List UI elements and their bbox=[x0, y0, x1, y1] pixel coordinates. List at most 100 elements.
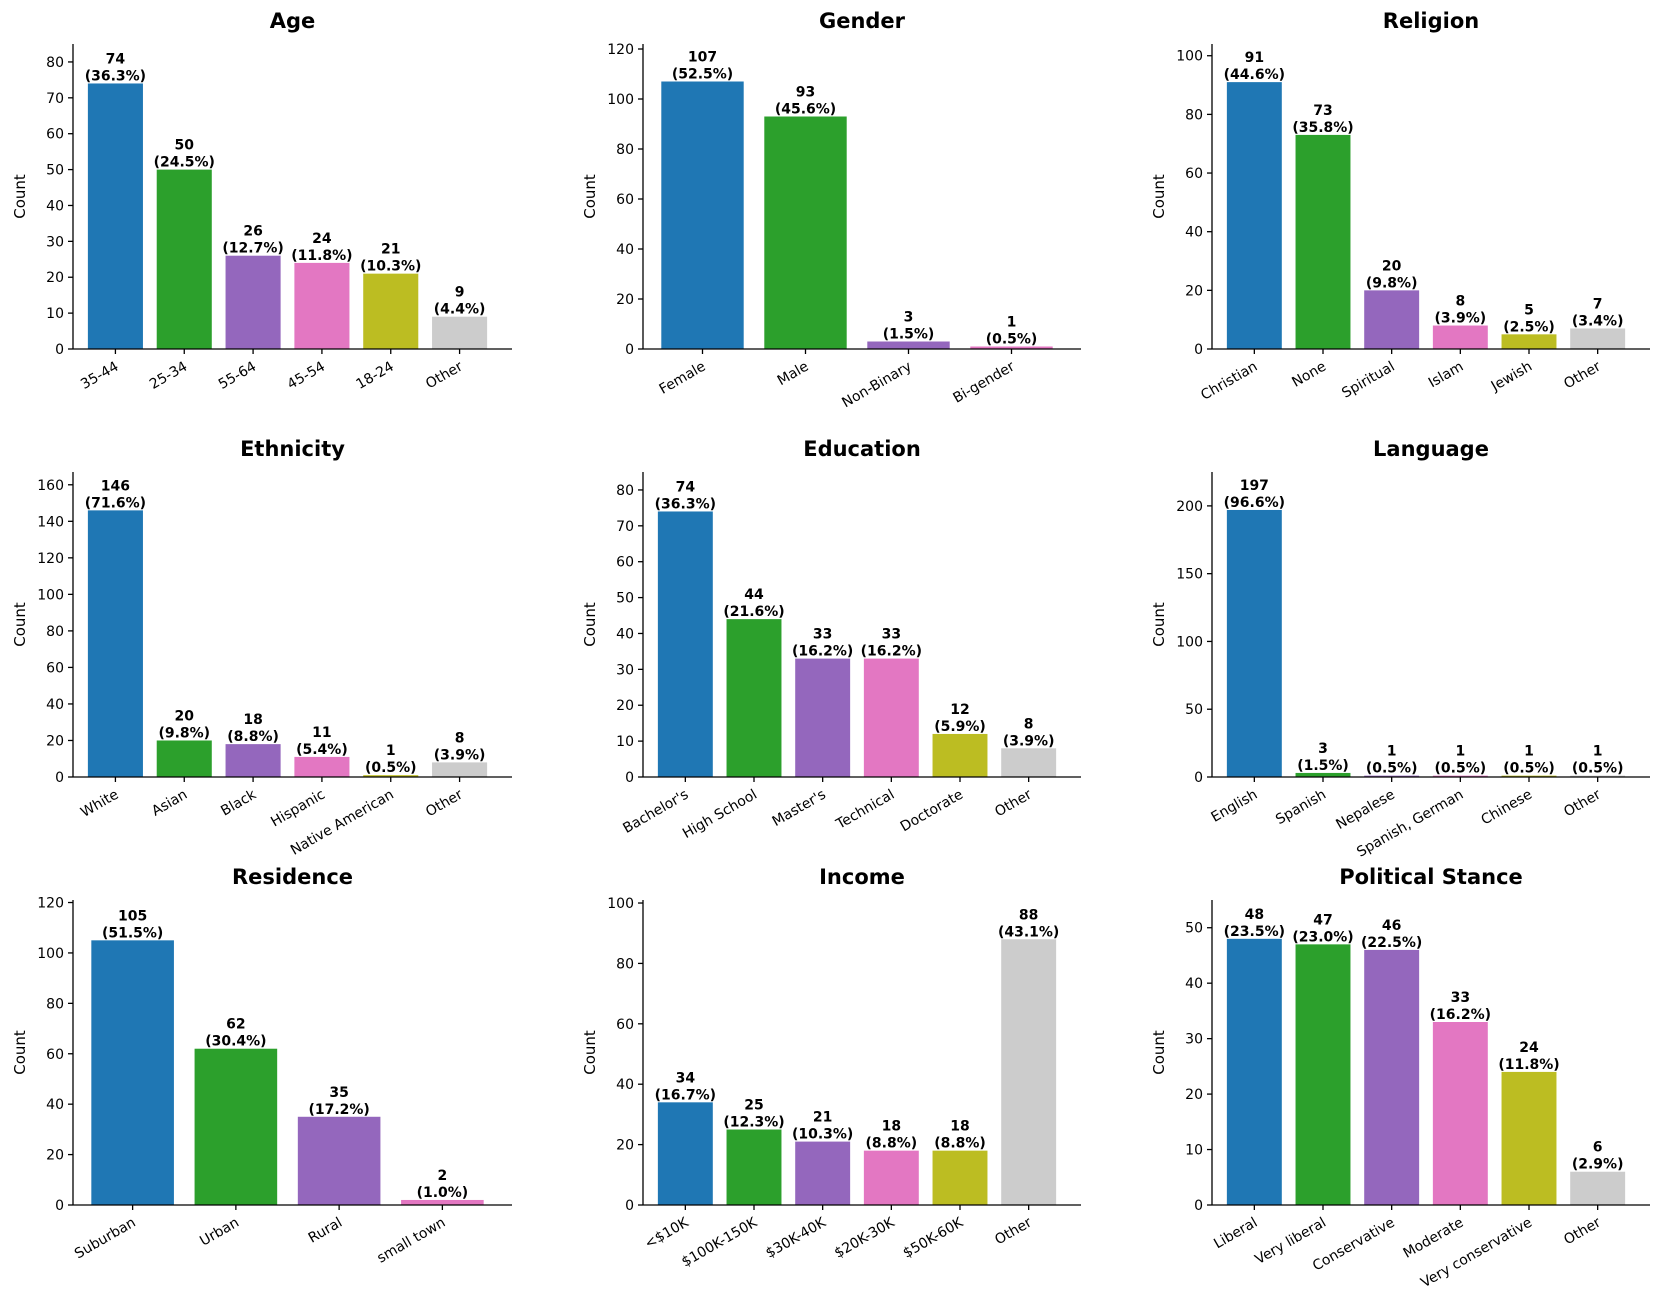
bar-other bbox=[1570, 328, 1626, 349]
x-tick-label: Male bbox=[775, 359, 812, 389]
data-label-count: 35 bbox=[329, 1085, 348, 1101]
data-label-count: 105 bbox=[118, 908, 147, 924]
bar-other bbox=[432, 762, 488, 777]
data-label-count: 1 bbox=[386, 743, 396, 759]
chart-title: Residence bbox=[232, 865, 353, 889]
bar-bi-gender bbox=[970, 346, 1053, 349]
data-label-count: 107 bbox=[688, 50, 717, 66]
x-tick-label: Female bbox=[657, 359, 709, 398]
y-tick-label: 80 bbox=[616, 956, 634, 972]
x-tick-label: High School bbox=[680, 787, 760, 842]
y-tick-label: 40 bbox=[46, 697, 64, 713]
y-tick-label: 20 bbox=[46, 270, 64, 286]
bar-urban bbox=[194, 1048, 278, 1205]
y-axis-label: Count bbox=[1150, 1030, 1168, 1075]
bar-rural bbox=[297, 1116, 381, 1205]
data-label-percent: (8.8%) bbox=[227, 729, 279, 745]
y-tick-label: 80 bbox=[1185, 107, 1203, 123]
chart-income: Income Count 34(16.7%) <$10K 25(12.3%) $100K-… bbox=[581, 865, 1081, 1271]
y-axis-label: Count bbox=[1150, 174, 1168, 219]
data-label-count: 1 bbox=[1455, 744, 1465, 760]
bar-jewish bbox=[1501, 334, 1557, 349]
bar-liberal bbox=[1226, 938, 1282, 1205]
y-tick-label: 120 bbox=[37, 551, 64, 567]
bar-technical bbox=[863, 658, 919, 777]
y-tick-label: 80 bbox=[46, 55, 64, 71]
data-label-count: 12 bbox=[950, 702, 969, 718]
data-label-percent: (1.5%) bbox=[1297, 758, 1349, 774]
data-label-count: 18 bbox=[950, 1119, 969, 1135]
data-label-count: 6 bbox=[1593, 1140, 1603, 1156]
chart-age: AgeCount74(36.3%)35-4450(24.5%)25-3426(1… bbox=[11, 9, 512, 393]
data-label-percent: (0.5%) bbox=[1366, 761, 1418, 777]
data-label-count: 7 bbox=[1593, 296, 1603, 312]
data-label-count: 74 bbox=[676, 479, 696, 495]
y-tick-label: 80 bbox=[616, 142, 634, 158]
data-label-percent: (9.8%) bbox=[1366, 275, 1418, 291]
chart-language: Language Count 197(96.6%) English 3(1.5%) Spa… bbox=[1150, 437, 1650, 861]
data-label-count: 33 bbox=[813, 627, 832, 643]
y-axis-label: Count bbox=[581, 174, 599, 219]
x-tick-label: Chinese bbox=[1479, 787, 1535, 829]
bar-spanish-german bbox=[1432, 775, 1488, 777]
y-tick-label: 0 bbox=[1194, 770, 1203, 786]
y-tick-label: 40 bbox=[616, 242, 634, 258]
x-tick-label: 55-64 bbox=[216, 359, 259, 393]
data-label-percent: (11.8%) bbox=[291, 248, 352, 264]
data-label-count: 8 bbox=[1024, 716, 1034, 732]
data-label-percent: (16.2%) bbox=[792, 644, 853, 660]
y-tick-label: 20 bbox=[1185, 283, 1203, 299]
x-tick-label: Suburban bbox=[72, 1215, 139, 1263]
data-label-percent: (35.8%) bbox=[1292, 120, 1353, 136]
data-label-count: 74 bbox=[106, 51, 126, 67]
data-label-percent: (0.5%) bbox=[986, 332, 1038, 348]
data-label-count: 88 bbox=[1019, 907, 1038, 923]
chart-education: EducationCount74(36.3%)Bachelor's44(21.6… bbox=[581, 437, 1081, 842]
data-label-count: 1 bbox=[1007, 315, 1017, 331]
data-label-percent: (24.5%) bbox=[154, 155, 215, 171]
x-tick-label: Bi-gender bbox=[950, 358, 1017, 406]
data-label-percent: (16.2%) bbox=[1430, 1007, 1491, 1023]
x-tick-label: None bbox=[1289, 359, 1329, 391]
data-label-percent: (10.3%) bbox=[792, 1127, 853, 1143]
chart-gender: Gender Count 107(52.5%) Female 93(45.6%) Male… bbox=[581, 9, 1081, 411]
y-tick-label: 20 bbox=[46, 1148, 64, 1164]
bar-suburban bbox=[91, 940, 174, 1205]
data-label-percent: (30.4%) bbox=[205, 1034, 266, 1050]
data-label-count: 24 bbox=[1519, 1040, 1539, 1056]
x-tick-label: English bbox=[1209, 787, 1261, 826]
bar-male bbox=[764, 116, 847, 349]
y-axis-label: Count bbox=[581, 602, 599, 647]
bar--10k bbox=[657, 1102, 713, 1205]
data-label-count: 33 bbox=[882, 627, 901, 643]
bar-christian bbox=[1226, 82, 1282, 349]
bar--50k-60k bbox=[932, 1150, 988, 1205]
data-label-percent: (0.5%) bbox=[1503, 761, 1555, 777]
y-tick-label: 100 bbox=[607, 896, 634, 912]
x-tick-label: Technical bbox=[833, 787, 898, 834]
x-tick-label: Black bbox=[218, 786, 260, 819]
data-label-percent: (0.5%) bbox=[1435, 761, 1487, 777]
data-label-percent: (23.0%) bbox=[1292, 929, 1353, 945]
y-tick-label: 20 bbox=[46, 733, 64, 749]
data-label-percent: (5.4%) bbox=[296, 742, 348, 758]
bar-very-conservative bbox=[1501, 1071, 1557, 1205]
bar-18-24 bbox=[363, 273, 419, 349]
x-tick-label: 25-34 bbox=[147, 359, 190, 393]
bar-spanish bbox=[1295, 772, 1351, 777]
data-label-percent: (2.5%) bbox=[1503, 319, 1555, 335]
bar-other bbox=[432, 316, 488, 349]
bar--30k-40k bbox=[795, 1141, 851, 1205]
x-tick-label: $50K-60K bbox=[900, 1214, 966, 1262]
data-label-count: 5 bbox=[1524, 302, 1534, 318]
chart-ethnicity: EthnicityCount146(71.6%)White20(9.8%)Asi… bbox=[11, 437, 512, 859]
x-tick-label: Other bbox=[423, 358, 466, 392]
data-label-percent: (8.8%) bbox=[866, 1136, 918, 1152]
bar-very-liberal bbox=[1295, 944, 1351, 1205]
x-tick-label: Very conservative bbox=[1418, 1215, 1535, 1292]
y-tick-label: 200 bbox=[1176, 499, 1203, 515]
y-tick-label: 100 bbox=[607, 92, 634, 108]
data-label-count: 33 bbox=[1451, 990, 1470, 1006]
x-tick-label: $100K-150K bbox=[679, 1214, 761, 1270]
y-tick-label: 40 bbox=[46, 198, 64, 214]
